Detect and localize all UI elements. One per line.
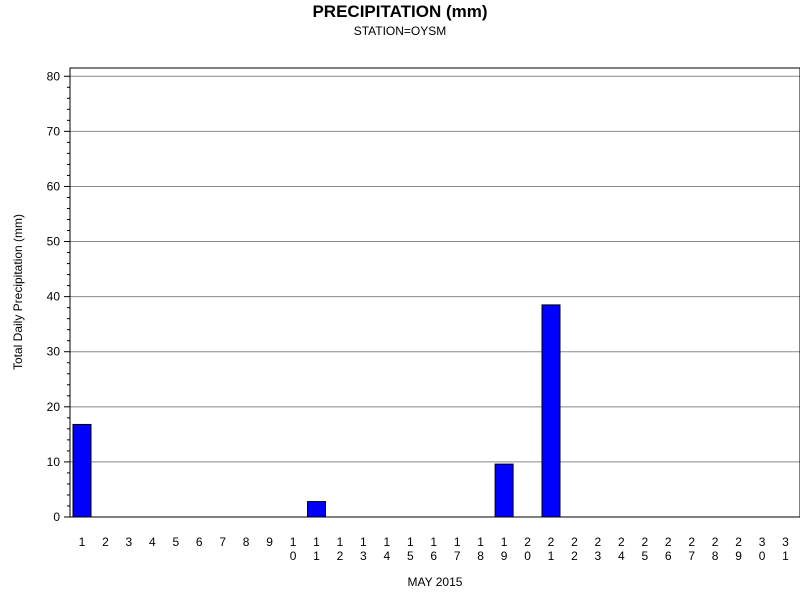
y-tick-label: 70 xyxy=(47,124,61,138)
bars xyxy=(72,304,561,518)
x-tick-label: 2 xyxy=(102,535,109,549)
x-tick-label: 9 xyxy=(266,535,273,549)
y-tick-label: 50 xyxy=(47,235,61,249)
bar-day-11 xyxy=(307,501,326,518)
x-tick-label: 5 xyxy=(172,535,179,549)
x-tick-label: 6 xyxy=(196,535,203,549)
x-tick-label: 1 xyxy=(79,535,86,549)
y-axis-label: Total Daily Precipitation (mm) xyxy=(11,214,25,370)
bar-day-21 xyxy=(541,304,561,518)
x-tick-label: 4 xyxy=(149,535,156,549)
bar-day-19 xyxy=(494,463,514,518)
y-tick-label: 10 xyxy=(47,455,61,469)
plot-area-frame xyxy=(69,67,800,518)
y-tick-label: 80 xyxy=(47,69,61,83)
y-tick-label: 30 xyxy=(47,345,61,359)
x-tick-label: 3 xyxy=(126,535,133,549)
x-axis-label: MAY 2015 xyxy=(408,575,463,589)
x-axis: 1 2 3 4 5 6 7 8 9 1 01 11 21 31 41 51 61 71 81 92 02 12 22 32 42… xyxy=(79,535,790,563)
gridlines xyxy=(70,75,800,463)
chart-subtitle: STATION=OYSM xyxy=(354,24,447,38)
y-tick-label: 20 xyxy=(47,400,61,414)
x-tick-label: 7 xyxy=(219,535,226,549)
x-tick-label: 8 xyxy=(243,535,250,549)
y-tick-label: 0 xyxy=(53,510,60,524)
y-tick-label: 60 xyxy=(47,179,61,193)
chart-title: PRECIPITATION (mm) xyxy=(312,2,487,21)
bar-day-1 xyxy=(72,423,92,518)
y-tick-label: 40 xyxy=(47,290,61,304)
y-axis: 0 10 20 30 40 50 60 70 80 xyxy=(47,69,70,524)
